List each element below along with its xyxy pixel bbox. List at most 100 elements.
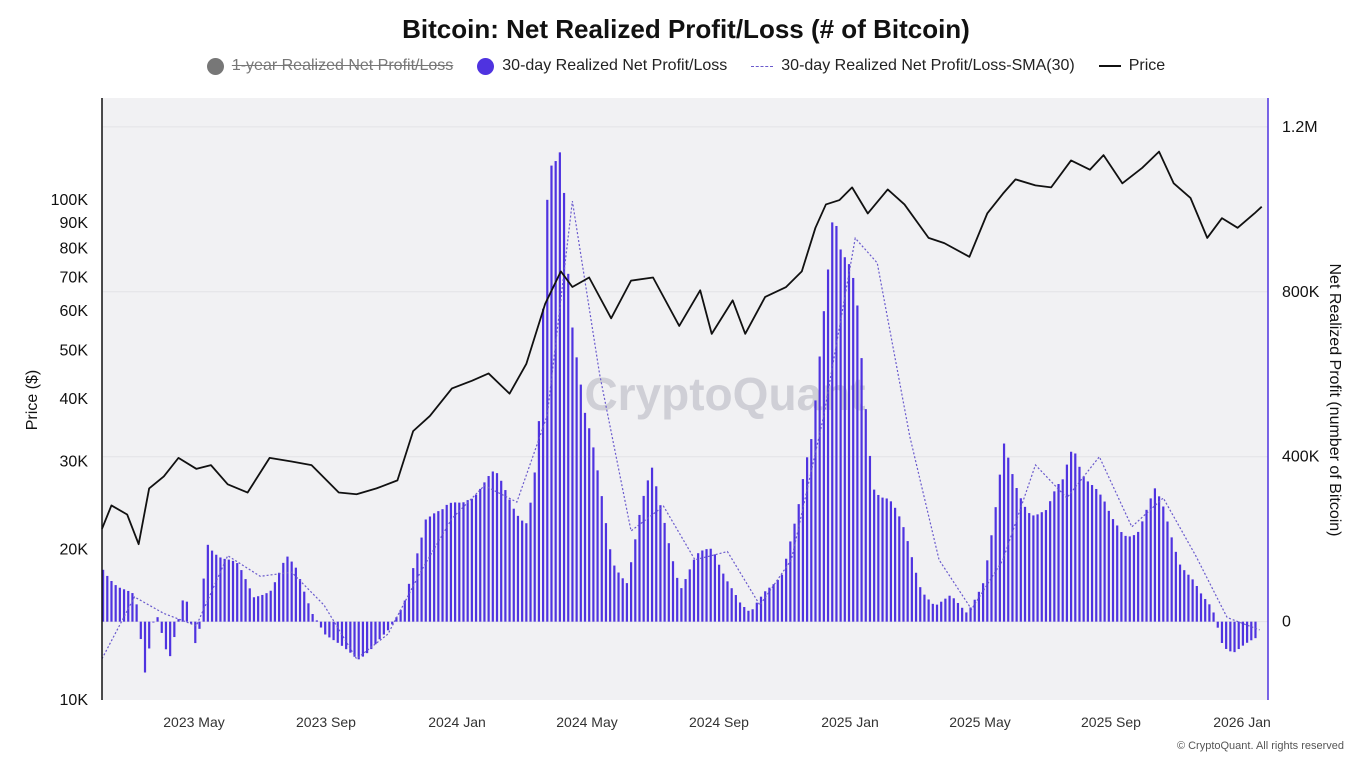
legend-dot-icon [477,57,495,75]
bar [680,588,683,622]
bar [156,617,159,622]
bar [642,495,645,622]
bar [516,515,520,622]
bar [973,599,976,622]
bar [998,474,1001,622]
bar [495,473,499,622]
bar [202,578,205,622]
copyright-text: © CryptoQuant. All rights reserved [1176,740,1344,752]
bar [961,607,964,622]
bar [286,556,289,622]
bar [1166,521,1169,622]
bar [843,257,846,622]
chart-title: Bitcoin: Net Realized Profit/Loss (# of … [402,14,970,44]
bar [1174,551,1177,622]
bar [751,609,754,622]
bar [118,587,121,622]
bar [906,541,909,622]
bar [1237,621,1240,650]
bar [814,400,817,622]
bar [428,516,432,622]
bar [483,482,486,622]
bar [697,553,700,622]
bar [562,192,566,622]
bar [1178,564,1182,622]
bar [1074,453,1077,622]
bar [257,596,260,622]
bar [655,486,658,622]
bar [579,384,582,622]
bar [1195,586,1198,622]
bar [1141,521,1144,622]
bar [856,305,859,622]
bar [160,621,163,633]
bar [177,619,180,622]
bar [122,589,126,622]
bar [219,557,222,622]
bar [374,621,377,645]
bar [1032,515,1035,622]
bar [701,550,704,622]
bar [1246,621,1249,643]
chart-legend: 1-year Realized Net Profit/Loss 30-day R… [0,57,1372,75]
bar [1216,621,1219,628]
left-axis-tick-label: 80K [60,241,89,258]
bar [441,509,444,622]
bar [550,165,553,622]
right-axis-tick-label: 800K [1282,284,1320,301]
left-axis-tick-label: 70K [60,269,89,286]
bar [152,621,155,623]
bar [1049,501,1052,622]
legend-item-1y-net-profit[interactable]: 1-year Realized Net Profit/Loss [206,57,453,75]
bar [508,499,511,622]
left-axis-tick-label: 10K [60,692,89,709]
bar [412,568,415,622]
bar [713,554,717,622]
bar [688,569,691,622]
bar [311,614,314,622]
x-axis-tick-label: 2026 Jan [1213,714,1271,730]
x-axis-tick-label: 2025 Jan [821,714,879,730]
bar [278,572,281,622]
bar [407,583,411,622]
bar [307,603,310,622]
bar [1153,488,1157,622]
bar [537,421,541,622]
bar [1090,485,1094,622]
bar [328,621,331,638]
legend-label: 30-day Realized Net Profit/Loss [502,57,728,74]
bar [231,560,235,622]
bar [1149,498,1152,622]
bar [755,602,758,622]
bar [956,602,960,622]
bar [1078,466,1081,622]
x-axis-tick-label: 2025 Sep [1081,714,1141,730]
bar [860,358,863,622]
bar [604,523,608,622]
x-axis-tick-label: 2023 May [163,714,224,730]
bar [764,591,767,622]
bar [445,504,448,622]
legend-item-sma30[interactable]: 30-day Realized Net Profit/Loss-SMA(30) [751,57,1075,75]
legend-item-price[interactable]: Price [1098,57,1165,75]
bar [386,621,390,631]
legend-item-30d-net-profit[interactable]: 30-day Realized Net Profit/Loss [477,57,727,75]
bar [525,523,528,622]
bar [948,595,951,622]
bar [315,620,318,622]
bar [1220,621,1224,643]
x-axis-tick-label: 2023 Sep [296,714,356,730]
bar [349,621,352,653]
bar [236,563,239,622]
bar [990,535,993,622]
bar [206,544,209,622]
bar [667,543,670,622]
bar [818,356,821,622]
left-axis-tick-label: 50K [60,343,89,360]
bar [298,579,302,622]
bar [634,539,637,622]
bar [894,507,897,622]
bar [910,557,913,622]
bar [215,554,218,622]
